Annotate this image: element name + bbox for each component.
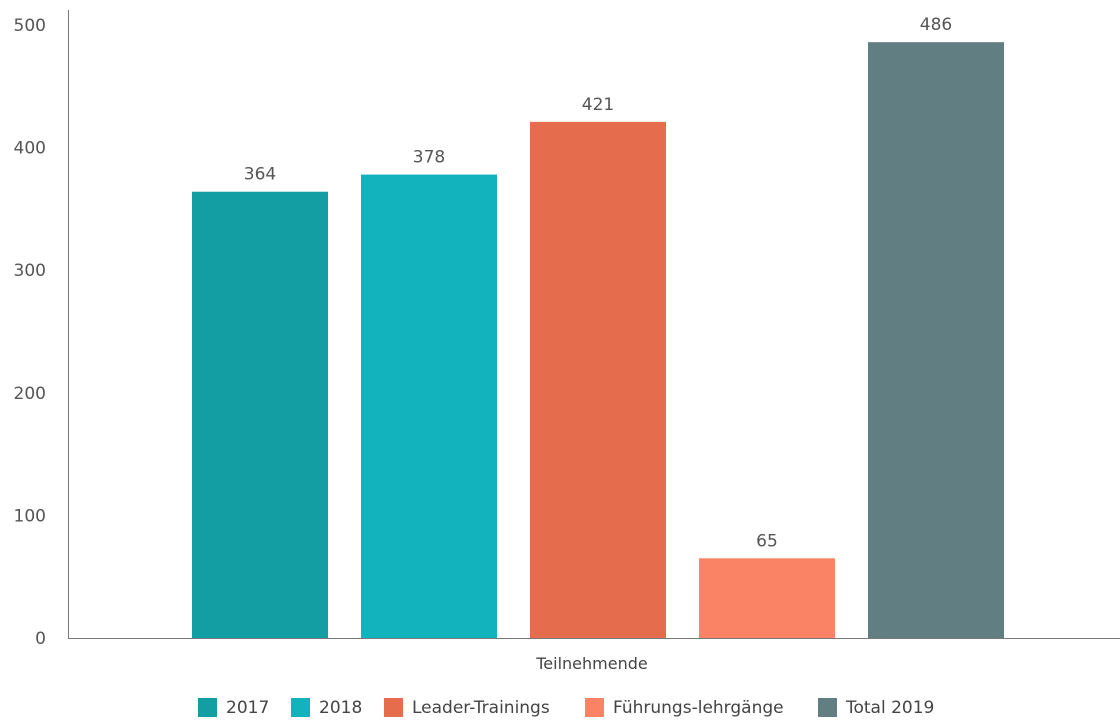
y-tick-label: 400 — [14, 139, 46, 159]
legend-swatch-leader-trainings — [384, 698, 403, 717]
y-axis: 0 100 200 300 400 500 — [14, 16, 46, 649]
legend: 2017 2018 Leader-Trainings Führungs-lehrgän… — [198, 698, 934, 718]
data-label-leader-trainings: 421 — [582, 95, 614, 115]
bars — [192, 42, 1004, 638]
legend-swatch-2017 — [198, 698, 217, 717]
data-label-total-2019: 486 — [920, 15, 952, 35]
legend-label-2018: 2018 — [319, 698, 362, 718]
bar-2017 — [192, 191, 328, 638]
y-tick-label: 200 — [14, 384, 46, 404]
bar-f-hrungs-lehrg-nge — [699, 558, 835, 638]
legend-swatch-2018 — [291, 698, 310, 717]
y-tick-label: 300 — [14, 261, 46, 281]
bar-total-2019 — [868, 42, 1004, 638]
data-labels: 364 378 421 65 486 — [244, 15, 952, 551]
legend-label-total-2019: Total 2019 — [845, 698, 934, 718]
legend-swatch-total-2019 — [818, 698, 837, 717]
data-label-2018: 378 — [413, 148, 445, 168]
data-label-2017: 364 — [244, 165, 276, 185]
y-tick-label: 500 — [14, 16, 46, 36]
data-label-f-hrungs-lehrg-nge: 65 — [756, 531, 778, 551]
legend-label-leader-trainings: Leader-Trainings — [412, 698, 550, 718]
y-tick-label: 100 — [14, 506, 46, 526]
y-tick-label: 0 — [35, 629, 46, 649]
x-axis-category-label: Teilnehmende — [535, 654, 647, 673]
bar-leader-trainings — [530, 121, 666, 638]
legend-label-f-hrungs-lehrg-nge: Führungs-lehrgänge — [613, 698, 784, 718]
bar-2018 — [361, 174, 497, 638]
legend-swatch-f-hrungs-lehrg-nge — [585, 698, 604, 717]
legend-label-2017: 2017 — [226, 698, 269, 718]
